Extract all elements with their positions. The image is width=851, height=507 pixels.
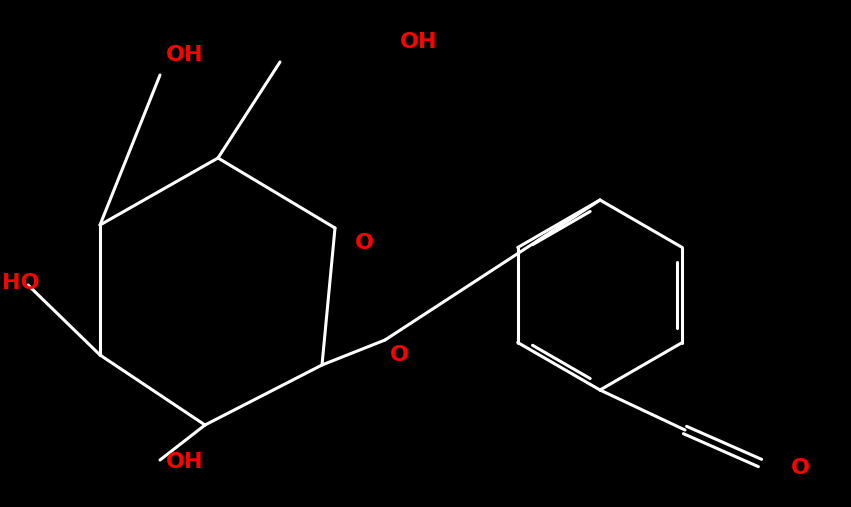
Text: O: O	[390, 345, 409, 365]
Text: O: O	[791, 458, 809, 478]
Text: OH: OH	[166, 452, 203, 472]
Text: HO: HO	[3, 273, 40, 293]
Text: OH: OH	[166, 45, 203, 65]
Text: OH: OH	[400, 32, 437, 52]
Text: O: O	[355, 233, 374, 253]
